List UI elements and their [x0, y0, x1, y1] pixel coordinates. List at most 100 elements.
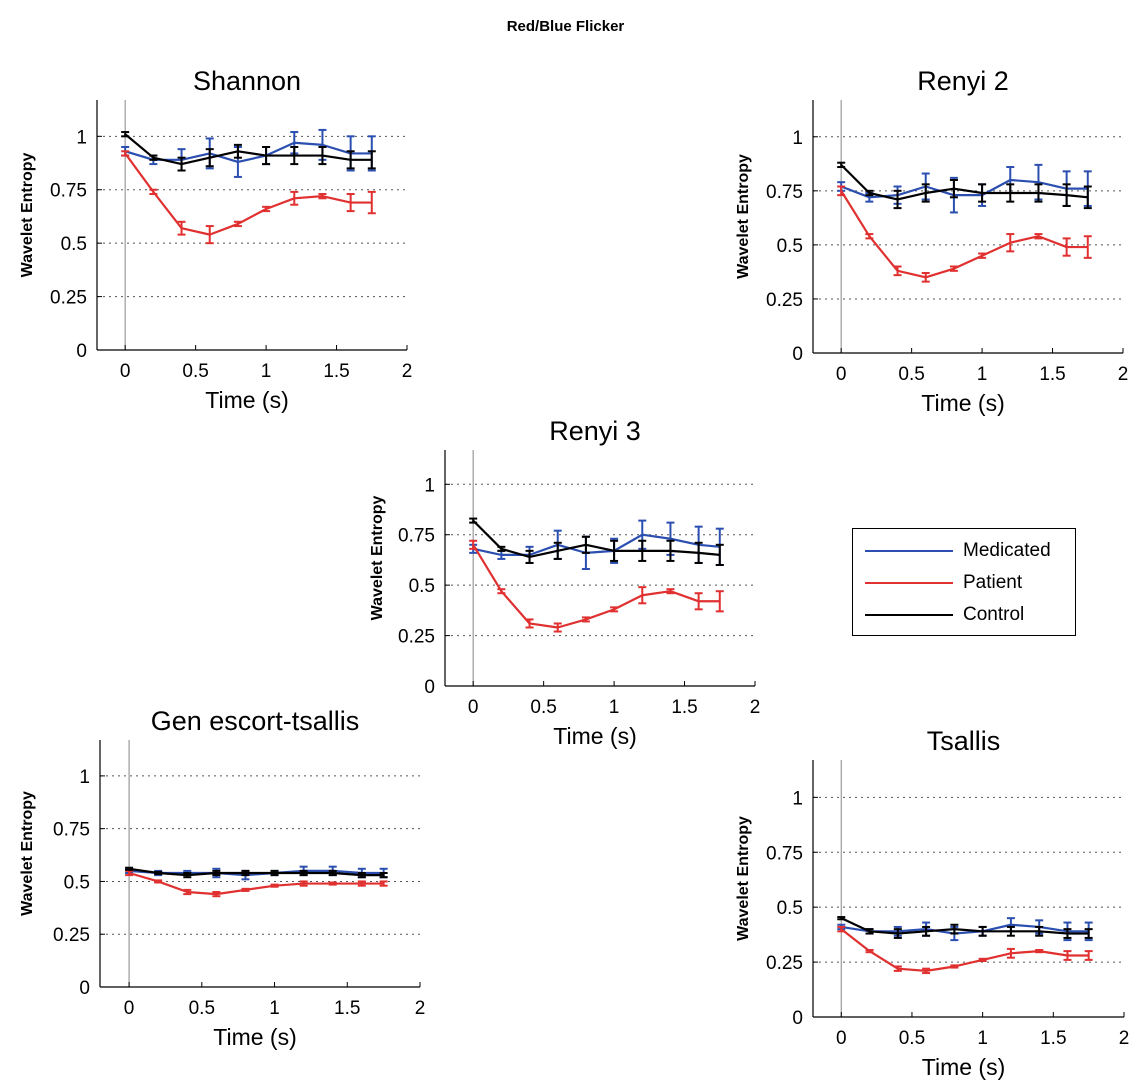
chart-title: Renyi 2	[917, 66, 1009, 96]
x-tick-label: 1.5	[323, 361, 349, 382]
x-axis-label: Time (s)	[921, 390, 1004, 416]
series-line-control	[472, 519, 720, 559]
series-control	[837, 161, 1092, 210]
y-tick-label: 0.75	[53, 820, 90, 841]
legend-swatch-control	[865, 614, 953, 616]
series-line-medicated	[472, 533, 720, 556]
chart-renyi-2: 0 0.5 1 1.5 2 0 0.25 0.5 0.75 1 Renyi 2 Time (s) Wav…	[735, 66, 1129, 416]
x-tick-label: 2	[402, 361, 413, 382]
series-line-patient	[128, 871, 384, 896]
legend-label-patient: Patient	[963, 572, 1023, 593]
y-tick-label: 0.5	[64, 872, 90, 893]
legend-label-control: Control	[963, 604, 1025, 625]
x-tick-label: 2	[1119, 1028, 1130, 1049]
series-patient	[837, 925, 1093, 975]
x-tick-label: 1.5	[1040, 1028, 1066, 1049]
series-line-control	[128, 867, 384, 877]
y-tick-label: 0.25	[766, 953, 803, 974]
x-tick-label: 1	[269, 998, 280, 1019]
y-tick-label: 0	[79, 978, 90, 999]
y-tick-label: 0.5	[409, 576, 435, 597]
x-axis-label: Time (s)	[213, 1024, 296, 1050]
series-control	[469, 517, 724, 566]
x-tick-label: 2	[750, 697, 761, 718]
chart-title: Tsallis	[927, 726, 1001, 756]
chart-tsallis: 0 0.5 1 1.5 2 0 0.25 0.5 0.75 1 Tsallis Time (s) Wav…	[735, 726, 1130, 1080]
series-patient	[837, 185, 1092, 283]
y-tick-label: 0.5	[777, 898, 803, 919]
x-tick-label: 1	[261, 361, 272, 382]
series-line-patient	[840, 928, 1089, 972]
x-tick-label: 0	[836, 1028, 847, 1049]
x-tick-label: 0.5	[899, 1028, 925, 1049]
y-tick-label: 0	[424, 677, 435, 698]
chart-title: Gen escort-tsallis	[151, 706, 360, 736]
x-tick-label: 1.5	[334, 998, 360, 1019]
x-tick-label: 0	[836, 364, 847, 385]
y-axis-label: Wavelet Entropy	[369, 496, 386, 621]
x-tick-label: 1.5	[1039, 364, 1065, 385]
x-tick-label: 0	[468, 697, 479, 718]
x-tick-label: 1.5	[671, 697, 697, 718]
legend-swatch-patient	[865, 582, 953, 584]
series-patient	[469, 539, 724, 633]
series-line-patient	[124, 152, 372, 236]
y-tick-label: 1	[424, 475, 435, 496]
y-tick-label: 0.75	[398, 526, 435, 547]
x-axis-label: Time (s)	[205, 387, 288, 413]
series-patient	[121, 150, 376, 245]
series-medicated	[837, 163, 1092, 214]
legend-label-medicated: Medicated	[963, 540, 1051, 561]
legend: Medicated Patient Control	[852, 528, 1076, 636]
x-tick-label: 0	[124, 998, 135, 1019]
x-tick-label: 0	[120, 361, 131, 382]
x-axis-label: Time (s)	[553, 723, 636, 749]
chart-title: Renyi 3	[549, 416, 641, 446]
y-tick-label: 0	[792, 1008, 803, 1029]
y-tick-label: 0.5	[777, 236, 803, 257]
chart-gen-escort-tsallis: 0 0.5 1 1.5 2 0 0.25 0.5 0.75 1 Gen escort-tsallis…	[19, 706, 426, 1050]
y-tick-label: 0.25	[398, 627, 435, 648]
y-tick-label: 0.25	[50, 288, 87, 309]
y-tick-label: 0	[76, 341, 87, 362]
chart-shannon: 0 0.5 1 1.5 2 0 0.25 0.5 0.75 1 Shannon Time (s) Wav…	[19, 66, 413, 413]
y-tick-label: 1	[76, 127, 87, 148]
figure-title: Red/Blue Flicker	[506, 18, 625, 35]
y-tick-label: 1	[79, 767, 90, 788]
legend-item-medicated: Medicated	[853, 535, 1075, 567]
series-control	[837, 916, 1093, 939]
series-line-control	[840, 164, 1088, 201]
series-medicated	[469, 519, 724, 571]
series-control	[125, 866, 388, 879]
series-line-patient	[472, 544, 720, 629]
x-tick-label: 0.5	[182, 361, 208, 382]
y-tick-label: 0.75	[766, 182, 803, 203]
series-line-control	[840, 917, 1089, 935]
x-tick-label: 2	[1118, 364, 1129, 385]
y-tick-label: 0.75	[50, 181, 87, 202]
x-tick-label: 0.5	[530, 697, 556, 718]
y-axis-label: Wavelet Entropy	[19, 153, 36, 278]
series-patient	[125, 869, 388, 898]
series-line-control	[124, 133, 372, 166]
x-tick-label: 1	[609, 697, 620, 718]
y-axis-label: Wavelet Entropy	[19, 791, 36, 916]
y-tick-label: 0.5	[61, 234, 87, 255]
legend-item-patient: Patient	[853, 567, 1075, 599]
y-tick-label: 0	[792, 344, 803, 365]
legend-item-control: Control	[853, 599, 1075, 631]
y-tick-label: 1	[792, 788, 803, 809]
y-tick-label: 0.75	[766, 843, 803, 864]
x-tick-label: 0.5	[189, 998, 215, 1019]
x-tick-label: 2	[415, 998, 426, 1019]
x-tick-label: 1	[977, 364, 988, 385]
y-axis-label: Wavelet Entropy	[735, 154, 752, 279]
x-tick-label: 0.5	[898, 364, 924, 385]
y-axis-label: Wavelet Entropy	[735, 816, 752, 941]
series-control	[121, 131, 376, 172]
y-tick-label: 0.25	[53, 925, 90, 946]
x-axis-label: Time (s)	[922, 1054, 1005, 1080]
chart-renyi-3: 0 0.5 1 1.5 2 0 0.25 0.5 0.75 1 Renyi 3 Time (s) Wav…	[369, 416, 761, 749]
series-line-patient	[840, 190, 1088, 279]
x-tick-label: 1	[977, 1028, 988, 1049]
